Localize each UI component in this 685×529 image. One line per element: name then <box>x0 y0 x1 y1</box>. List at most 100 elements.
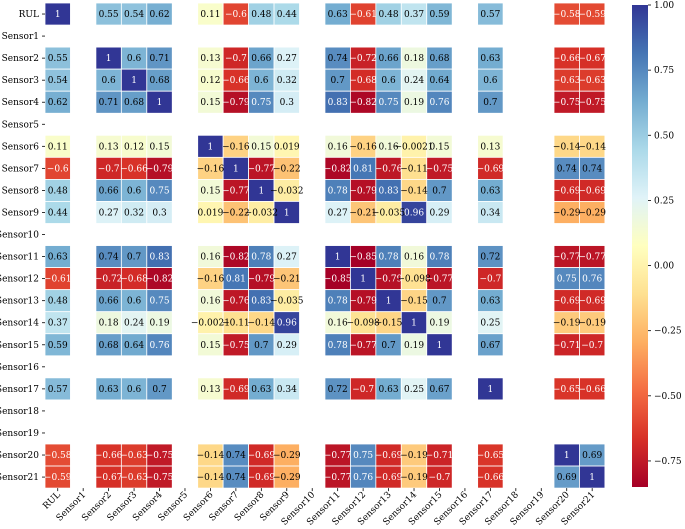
cell-annotation-Sensor6-Sensor9: 0.019 <box>274 142 300 152</box>
cell-annotation-Sensor13-Sensor7: −0.76 <box>222 297 250 307</box>
y-tick-label-Sensor18: Sensor18 <box>0 407 39 417</box>
y-tick-label-RUL: RUL <box>19 10 39 20</box>
heatmap-cell-Sensor17-Sensor4 <box>146 377 173 401</box>
cell-annotation-Sensor14-Sensor2: 0.18 <box>99 319 119 329</box>
cell-annotation-Sensor9-Sensor7: −0.22 <box>222 208 250 218</box>
cell-annotation-RUL-Sensor12: −0.61 <box>349 10 377 20</box>
cell-annotation-Sensor17-Sensor21: −0.66 <box>578 385 606 395</box>
cell-annotation-RUL-Sensor11: 0.63 <box>328 10 348 20</box>
cell-annotation-Sensor6-RUL: 0.11 <box>48 142 68 152</box>
cell-annotation-Sensor2-Sensor15: 0.68 <box>429 54 449 64</box>
cell-annotation-Sensor20-Sensor14: −0.19 <box>400 451 428 461</box>
cell-annotation-Sensor12-Sensor3: −0.68 <box>120 275 148 285</box>
cell-annotation-Sensor17-Sensor13: 0.63 <box>379 385 399 395</box>
cell-annotation-Sensor15-Sensor13: 0.7 <box>381 341 396 351</box>
heatmap-cell-RUL-Sensor9 <box>273 2 300 26</box>
y-tick-label-Sensor14: Sensor14 <box>0 319 39 329</box>
cell-annotation-Sensor2-Sensor21: −0.67 <box>578 54 606 64</box>
cell-annotation-Sensor20-Sensor15: −0.71 <box>426 451 454 461</box>
cell-annotation-Sensor4-Sensor2: 0.71 <box>99 98 119 108</box>
cell-annotation-Sensor20-Sensor17: −0.65 <box>477 451 505 461</box>
cell-annotation-Sensor17-Sensor12: −0.7 <box>352 385 374 395</box>
heatmap-cell-Sensor4-Sensor17 <box>477 90 504 114</box>
cell-annotation-Sensor20-RUL: −0.58 <box>44 451 72 461</box>
cell-annotation-Sensor13-Sensor11: 0.78 <box>328 297 348 307</box>
cell-annotation-Sensor15-Sensor7: −0.75 <box>222 341 250 351</box>
cell-annotation-Sensor20-Sensor11: −0.77 <box>324 451 352 461</box>
cell-annotation-Sensor12-Sensor6: −0.16 <box>197 275 225 285</box>
cell-annotation-Sensor8-Sensor3: 0.6 <box>127 186 142 196</box>
heatmap-cell-Sensor9-Sensor17 <box>477 201 504 224</box>
cell-annotation-Sensor6-Sensor12: −0.16 <box>349 142 377 152</box>
cell-annotation-Sensor8-Sensor17: 0.63 <box>480 186 500 196</box>
heatmap-annotations: 1 0.55 0.54 0.62 0.11 −0.6 0.48 0.44 0.63 −0.61 0.… <box>44 10 606 483</box>
cell-annotation-Sensor2-Sensor8: 0.66 <box>251 54 271 64</box>
cell-annotation-Sensor4-Sensor4: 1 <box>157 98 163 108</box>
cell-annotation-Sensor17-Sensor4: 0.7 <box>152 385 167 395</box>
heatmap-cells <box>44 2 606 489</box>
cell-annotation-Sensor14-Sensor15: 0.19 <box>429 319 449 329</box>
heatmap-cell-Sensor21-Sensor15 <box>426 465 453 489</box>
cell-annotation-Sensor11-Sensor2: 0.74 <box>99 253 119 263</box>
cell-annotation-Sensor12-Sensor17: −0.7 <box>479 275 501 285</box>
cell-annotation-Sensor3-RUL: 0.54 <box>48 76 68 86</box>
y-tick-label-Sensor6: Sensor6 <box>2 142 40 152</box>
cell-annotation-RUL-Sensor4: 0.62 <box>150 10 170 20</box>
cell-annotation-Sensor14-Sensor21: −0.19 <box>578 319 606 329</box>
cell-annotation-Sensor14-Sensor4: 0.19 <box>150 319 170 329</box>
cell-annotation-Sensor7-Sensor13: −0.76 <box>375 164 403 174</box>
cell-annotation-Sensor13-Sensor6: 0.16 <box>200 297 220 307</box>
cell-annotation-Sensor2-Sensor4: 0.71 <box>150 54 170 64</box>
cell-annotation-Sensor7-Sensor7: 1 <box>233 164 239 174</box>
cell-annotation-Sensor7-Sensor12: 0.81 <box>353 164 373 174</box>
cell-annotation-Sensor12-Sensor9: −0.21 <box>273 275 301 285</box>
cell-annotation-Sensor21-Sensor17: −0.66 <box>477 473 505 483</box>
cell-annotation-Sensor21-Sensor8: −0.69 <box>248 473 276 483</box>
heatmap-cell-Sensor15-Sensor15 <box>426 333 453 357</box>
cell-annotation-Sensor11-Sensor12: −0.85 <box>349 253 377 263</box>
cell-annotation-Sensor15-Sensor15: 1 <box>437 341 443 351</box>
cell-annotation-Sensor7-Sensor3: −0.66 <box>120 164 148 174</box>
cell-annotation-Sensor6-Sensor17: 0.13 <box>480 142 500 152</box>
cell-annotation-Sensor9-Sensor20: −0.29 <box>553 208 581 218</box>
cell-annotation-RUL-Sensor6: 0.11 <box>200 10 220 20</box>
cell-annotation-Sensor14-Sensor3: 0.24 <box>124 319 144 329</box>
cell-annotation-Sensor3-Sensor9: 0.32 <box>277 76 297 86</box>
y-tick-label-Sensor5: Sensor5 <box>2 120 40 130</box>
cell-annotation-RUL-Sensor21: −0.59 <box>578 10 606 20</box>
cell-annotation-Sensor6-Sensor13: 0.16 <box>379 142 399 152</box>
cell-annotation-Sensor17-Sensor14: 0.25 <box>404 385 424 395</box>
heatmap-cell-Sensor21-Sensor4 <box>146 465 173 489</box>
cell-annotation-Sensor12-Sensor11: −0.85 <box>324 275 352 285</box>
cell-annotation-Sensor7-Sensor15: −0.75 <box>426 164 454 174</box>
cell-annotation-Sensor7-Sensor9: −0.22 <box>273 164 301 174</box>
cell-annotation-RUL-Sensor14: 0.37 <box>404 10 424 20</box>
heatmap-cell-Sensor21-Sensor9 <box>273 465 300 489</box>
cell-annotation-Sensor6-Sensor7: −0.16 <box>222 142 250 152</box>
colorbar-gradient <box>632 5 648 487</box>
cell-annotation-Sensor3-Sensor4: 0.68 <box>150 76 170 86</box>
y-tick-label-Sensor9: Sensor9 <box>2 208 40 218</box>
cell-annotation-Sensor12-Sensor8: −0.79 <box>248 275 276 285</box>
cell-annotation-Sensor3-Sensor3: 1 <box>131 76 137 86</box>
cell-annotation-Sensor21-Sensor6: −0.14 <box>197 473 225 483</box>
cell-annotation-Sensor13-Sensor14: −0.15 <box>400 297 428 307</box>
y-tick-label-Sensor17: Sensor17 <box>0 385 39 395</box>
cell-annotation-Sensor15-RUL: 0.59 <box>48 341 68 351</box>
cell-annotation-Sensor11-Sensor11: 1 <box>335 253 341 263</box>
cell-annotation-Sensor4-Sensor3: 0.68 <box>124 98 144 108</box>
cell-annotation-Sensor9-Sensor15: 0.29 <box>429 208 449 218</box>
y-tick-label-Sensor2: Sensor2 <box>2 54 39 64</box>
cell-annotation-Sensor3-Sensor14: 0.24 <box>404 76 424 86</box>
cell-annotation-Sensor7-Sensor11: −0.82 <box>324 164 352 174</box>
cell-annotation-Sensor4-Sensor15: 0.76 <box>429 98 449 108</box>
cell-annotation-Sensor3-Sensor8: 0.6 <box>254 76 269 86</box>
cell-annotation-Sensor21-Sensor21: 1 <box>589 473 595 483</box>
cell-annotation-Sensor14-Sensor6: −0.0021 <box>191 319 230 329</box>
cell-annotation-Sensor11-Sensor4: 0.83 <box>150 253 170 263</box>
cell-annotation-Sensor12-Sensor21: 0.76 <box>582 275 602 285</box>
cell-annotation-Sensor17-Sensor7: −0.69 <box>222 385 250 395</box>
cell-annotation-Sensor8-Sensor13: 0.83 <box>379 186 399 196</box>
cell-annotation-Sensor9-Sensor12: −0.21 <box>349 208 377 218</box>
